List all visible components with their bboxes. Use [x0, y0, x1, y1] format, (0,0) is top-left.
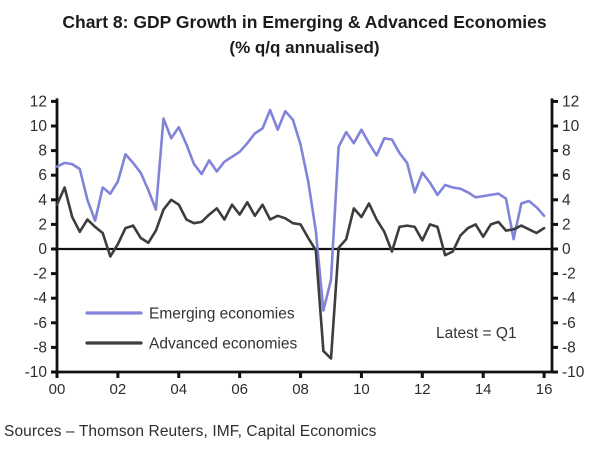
y-tick-label-left: 4	[38, 192, 47, 209]
y-tick-label-right: 10	[562, 118, 580, 135]
latest-annotation: Latest = Q1	[436, 325, 517, 342]
y-tick-label-left: 12	[30, 93, 47, 110]
y-tick-label-right: -2	[562, 266, 576, 283]
x-tick-label: 00	[49, 381, 66, 398]
x-tick-label: 14	[475, 381, 492, 398]
y-tick-label-left: 2	[38, 216, 47, 233]
y-tick-label-right: 2	[562, 216, 571, 233]
x-tick-label: 10	[353, 381, 370, 398]
y-tick-label-left: -6	[33, 315, 47, 332]
series-line-advanced-economies	[55, 186, 546, 360]
legend-label-emerging: Emerging economies	[149, 306, 295, 323]
x-tick-label: 08	[292, 381, 309, 398]
x-tick-label: 12	[414, 381, 431, 398]
y-tick-label-left: 6	[38, 167, 47, 184]
y-tick-label-right: -6	[562, 315, 576, 332]
y-tick-label-right: 12	[562, 93, 579, 110]
y-tick-label-right: -4	[562, 290, 576, 307]
y-tick-label-right: 0	[562, 241, 571, 258]
y-tick-label-right: -10	[562, 364, 585, 381]
series-line-emerging-economies	[55, 108, 546, 312]
x-tick-label: 04	[170, 381, 187, 398]
source-note: Sources – Thomson Reuters, IMF, Capital …	[4, 423, 377, 440]
y-tick-label-left: 0	[38, 241, 47, 258]
chart-title-line2: (% q/q annualised)	[229, 38, 380, 57]
y-tick-label-right: 6	[562, 167, 571, 184]
y-tick-label-left: -4	[33, 290, 47, 307]
y-tick-label-left: -8	[33, 339, 47, 356]
chart-title-line1: Chart 8: GDP Growth in Emerging & Advanc…	[62, 12, 547, 32]
y-tick-label-right: 4	[562, 192, 571, 209]
x-tick-label: 16	[536, 381, 553, 398]
y-tick-label-left: -2	[33, 266, 47, 283]
y-tick-label-left: -10	[25, 364, 48, 381]
chart-title: Chart 8: GDP Growth in Emerging & Advanc…	[0, 9, 609, 61]
y-tick-label-left: 10	[30, 118, 48, 135]
x-tick-label: 06	[231, 381, 248, 398]
y-tick-label-right: 8	[562, 143, 571, 160]
y-tick-label-left: 8	[38, 143, 47, 160]
y-tick-label-right: -8	[562, 339, 576, 356]
x-tick-label: 02	[110, 381, 127, 398]
legend-label-advanced: Advanced economies	[149, 336, 297, 353]
